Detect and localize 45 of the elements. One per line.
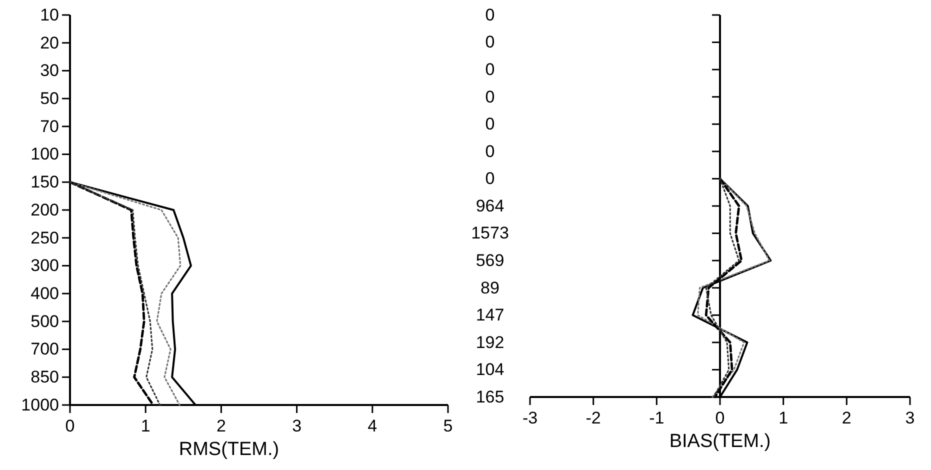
y-tick-label: 200	[30, 200, 59, 220]
y-tick-label: 70	[40, 116, 59, 136]
x-tick-label: 3	[905, 408, 915, 428]
x-tick-label: 5	[443, 416, 453, 436]
y-tick-label: 89	[480, 278, 500, 298]
y-tick-label: 0	[485, 60, 495, 80]
x-tick-label: 2	[216, 416, 226, 436]
y-tick-label: 0	[485, 5, 495, 24]
y-tick-label: 0	[485, 114, 495, 134]
y-tick-label: 10	[40, 5, 59, 24]
x-tick-label: 4	[368, 416, 378, 436]
y-tick-label: 0	[485, 32, 495, 52]
x-tick-label: 2	[842, 408, 852, 428]
x-tick-label: -1	[649, 408, 664, 428]
y-tick-label: 150	[30, 172, 59, 192]
y-tick-label: 20	[40, 33, 59, 52]
y-tick-label: 147	[476, 306, 504, 325]
y-tick-label: 500	[30, 312, 59, 331]
x-tick-label: 1	[778, 408, 788, 428]
y-tick-label: 1000	[21, 395, 59, 414]
y-tick-label: 50	[40, 89, 59, 108]
y-tick-label: 30	[40, 61, 59, 80]
y-tick-label: 100	[30, 144, 59, 164]
y-tick-label: 400	[30, 284, 59, 304]
x-tick-label: 0	[715, 408, 725, 428]
y-tick-label: 0	[485, 142, 495, 161]
x-tick-label: 3	[292, 416, 302, 436]
y-tick-label: 250	[30, 228, 59, 248]
y-tick-label: 300	[30, 256, 59, 276]
y-tick-label: 165	[476, 387, 504, 406]
y-tick-label: 104	[476, 360, 504, 380]
y-tick-label: 0	[485, 87, 495, 106]
y-tick-label: 850	[30, 368, 59, 387]
y-tick-label: 569	[476, 251, 504, 270]
x-tick-label: -2	[586, 408, 601, 428]
x-tick-label: 0	[65, 416, 75, 436]
x-axis-title: BIAS(TEM.)	[669, 431, 771, 452]
y-tick-label: 192	[476, 332, 504, 352]
x-axis-title: RMS(TEM.)	[178, 439, 280, 460]
y-tick-label: 1573	[471, 224, 509, 243]
y-tick-label: 964	[476, 196, 504, 216]
x-tick-label: 1	[140, 416, 150, 436]
y-tick-label: 0	[485, 169, 495, 188]
y-tick-label: 700	[30, 340, 59, 359]
x-tick-label: -3	[522, 408, 538, 428]
